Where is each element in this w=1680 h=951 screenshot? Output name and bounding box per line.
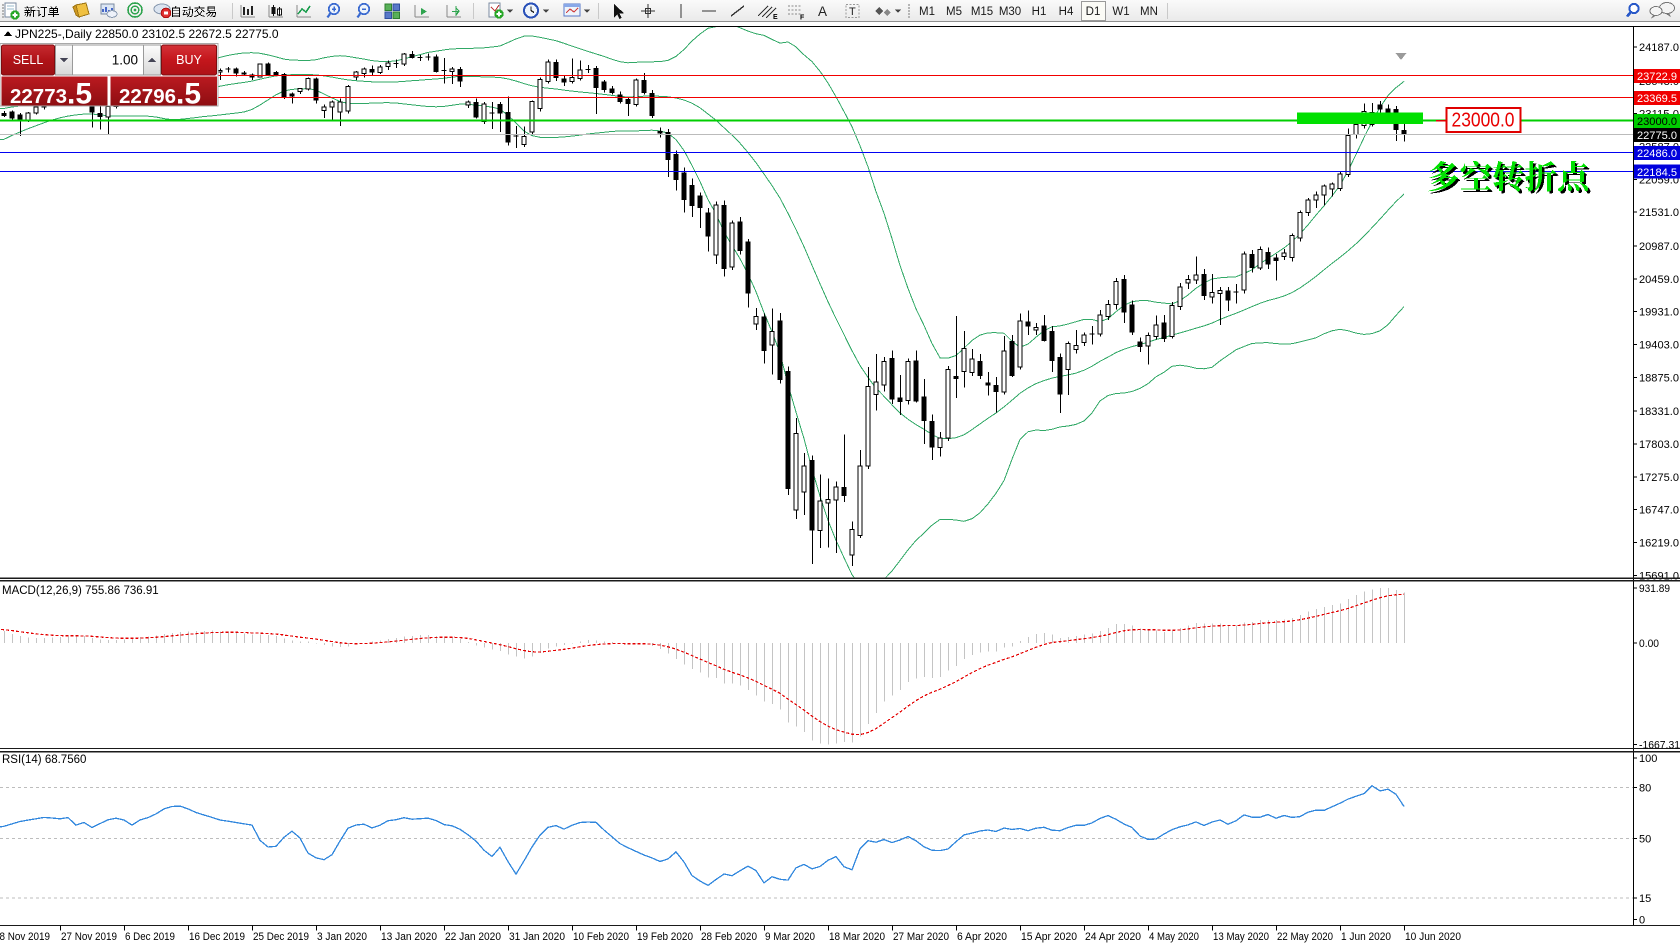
svg-text:23000.0: 23000.0 (1452, 110, 1515, 132)
svg-text:16 Dec 2019: 16 Dec 2019 (189, 931, 245, 943)
svg-text:20459.0: 20459.0 (1639, 274, 1679, 286)
svg-text:H1: H1 (1032, 6, 1047, 18)
svg-text:18 Mar 2020: 18 Mar 2020 (829, 931, 885, 943)
svg-text:.5: .5 (67, 78, 92, 111)
svg-text:M5: M5 (946, 6, 962, 18)
svg-text:28 Feb 2020: 28 Feb 2020 (701, 931, 757, 943)
svg-text:13 May 2020: 13 May 2020 (1213, 931, 1269, 943)
svg-text:13 Jan 2020: 13 Jan 2020 (381, 931, 437, 943)
svg-text:25 Dec 2019: 25 Dec 2019 (253, 931, 309, 943)
svg-text:27 Nov 2019: 27 Nov 2019 (61, 931, 117, 943)
svg-text:24187.0: 24187.0 (1639, 42, 1679, 54)
svg-text:19403.0: 19403.0 (1639, 340, 1679, 352)
svg-text:6 Dec 2019: 6 Dec 2019 (125, 931, 175, 943)
svg-text:17275.0: 17275.0 (1639, 472, 1679, 484)
svg-text:31 Jan 2020: 31 Jan 2020 (509, 931, 565, 943)
svg-text:4 May 2020: 4 May 2020 (1149, 931, 1199, 943)
svg-text:MN: MN (1140, 6, 1158, 18)
svg-text:0: 0 (1639, 915, 1645, 927)
svg-text:3 Jan 2020: 3 Jan 2020 (317, 931, 367, 943)
svg-text:24 Apr 2020: 24 Apr 2020 (1085, 931, 1141, 943)
svg-text:RSI(14) 68.7560: RSI(14) 68.7560 (2, 754, 86, 766)
svg-text:20987.0: 20987.0 (1639, 241, 1679, 253)
svg-text:23369.5: 23369.5 (1637, 93, 1677, 105)
svg-text:D1: D1 (1086, 6, 1101, 18)
svg-text:MACD(12,26,9) 755.86 736.91: MACD(12,26,9) 755.86 736.91 (2, 585, 159, 597)
svg-text:19931.0: 19931.0 (1639, 307, 1679, 319)
svg-text:BUY: BUY (176, 53, 202, 67)
svg-text:1.00: 1.00 (112, 53, 138, 68)
svg-text:1 Jun 2020: 1 Jun 2020 (1341, 931, 1391, 943)
svg-text:17803.0: 17803.0 (1639, 439, 1679, 451)
svg-text:18 Nov 2019: 18 Nov 2019 (0, 931, 50, 943)
svg-text:10 Jun 2020: 10 Jun 2020 (1405, 931, 1461, 943)
svg-text:23000.0: 23000.0 (1637, 116, 1677, 128)
svg-text:22796: 22796 (119, 85, 176, 108)
svg-text:16747.0: 16747.0 (1639, 505, 1679, 517)
svg-text:18331.0: 18331.0 (1639, 406, 1679, 418)
svg-text:M30: M30 (999, 6, 1021, 18)
svg-text:22184.5: 22184.5 (1637, 167, 1677, 179)
svg-text:22486.0: 22486.0 (1637, 148, 1677, 160)
svg-text:M1: M1 (919, 6, 935, 18)
svg-text:50: 50 (1639, 834, 1651, 846)
svg-text:15691.0: 15691.0 (1639, 570, 1679, 582)
svg-text:19 Feb 2020: 19 Feb 2020 (637, 931, 693, 943)
svg-text:22 May 2020: 22 May 2020 (1277, 931, 1333, 943)
svg-text:6 Apr 2020: 6 Apr 2020 (957, 931, 1007, 943)
svg-text:27 Mar 2020: 27 Mar 2020 (893, 931, 949, 943)
svg-text:931.89: 931.89 (1639, 583, 1670, 595)
svg-text:JPN225-,Daily 22850.0 23102.5: JPN225-,Daily 22850.0 23102.5 22672.5 22… (15, 27, 279, 41)
svg-text:80: 80 (1639, 783, 1651, 795)
svg-text:A: A (818, 4, 827, 19)
svg-text:W1: W1 (1112, 6, 1129, 18)
svg-text:SELL: SELL (13, 53, 44, 67)
svg-text:10 Feb 2020: 10 Feb 2020 (573, 931, 629, 943)
svg-text:100: 100 (1639, 753, 1657, 765)
svg-text:T: T (849, 6, 856, 18)
svg-text:M15: M15 (971, 6, 993, 18)
svg-text:15: 15 (1639, 893, 1651, 905)
svg-text:23722.9: 23722.9 (1637, 71, 1677, 83)
svg-text:22 Jan 2020: 22 Jan 2020 (445, 931, 501, 943)
svg-text:18875.0: 18875.0 (1639, 372, 1679, 384)
svg-text:0.00: 0.00 (1639, 638, 1659, 650)
svg-text:16219.0: 16219.0 (1639, 538, 1679, 550)
svg-text:H4: H4 (1059, 6, 1074, 18)
svg-text:21531.0: 21531.0 (1639, 207, 1679, 219)
svg-text:F: F (800, 15, 805, 22)
svg-text:.5: .5 (176, 78, 201, 111)
svg-text:22775.0: 22775.0 (1637, 130, 1677, 142)
svg-text:22773: 22773 (10, 85, 67, 108)
svg-text:9 Mar 2020: 9 Mar 2020 (765, 931, 815, 943)
svg-text:E: E (773, 14, 778, 21)
svg-text:15 Apr 2020: 15 Apr 2020 (1021, 931, 1077, 943)
svg-text:-1667.31: -1667.31 (1639, 740, 1680, 752)
